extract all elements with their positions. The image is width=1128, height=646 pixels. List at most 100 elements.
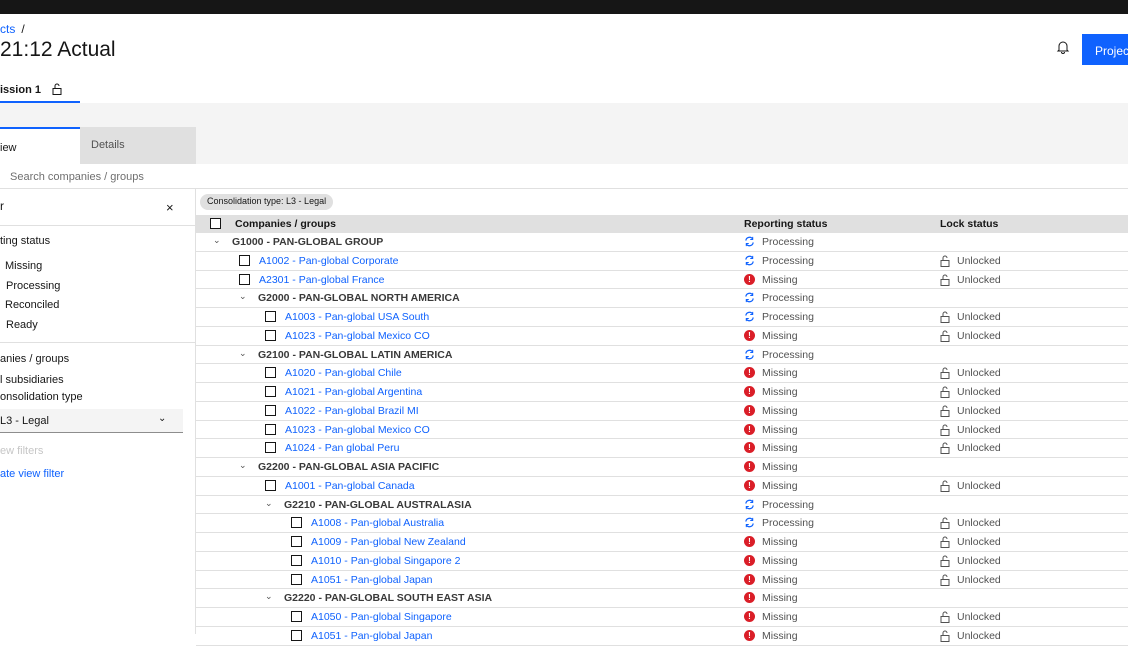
missing-icon: !: [744, 461, 755, 472]
table-row[interactable]: ⌄ G2000 - PAN-GLOBAL NORTH AMERICA Process…: [196, 289, 1128, 308]
group-label: G2200 - PAN-GLOBAL ASIA PACIFIC: [258, 461, 440, 473]
table-row[interactable]: ⌄ G2210 - PAN-GLOBAL AUSTRALASIA Processin…: [196, 496, 1128, 515]
close-icon[interactable]: ×: [166, 200, 174, 215]
row-checkbox[interactable]: [291, 517, 302, 529]
company-link[interactable]: A1022 - Pan-global Brazil MI: [285, 404, 419, 417]
table-row[interactable]: A2301 - Pan-global France! Missing Unlocke…: [196, 271, 1128, 290]
chevron-down-icon[interactable]: ⌄: [265, 591, 273, 602]
chevron-down-icon[interactable]: ⌄: [213, 235, 221, 245]
company-link[interactable]: A1051 - Pan-global Japan: [311, 573, 433, 586]
row-checkbox[interactable]: [291, 573, 302, 585]
row-checkbox[interactable]: [265, 404, 276, 416]
reporting-status: Processing: [762, 348, 814, 361]
column-reporting-status[interactable]: Reporting status: [744, 218, 828, 230]
tab-overview[interactable]: iew: [0, 127, 80, 164]
processing-icon: [745, 518, 754, 528]
tab-submission[interactable]: ission 1: [0, 80, 80, 103]
unlock-icon: [940, 480, 950, 492]
chevron-down-icon[interactable]: ⌄: [239, 291, 247, 302]
lock-status: Unlocked: [957, 311, 1001, 323]
company-link[interactable]: A1051 - Pan-global Japan: [311, 629, 433, 642]
row-checkbox[interactable]: [239, 273, 250, 285]
reporting-status: Missing: [762, 629, 798, 642]
table-row[interactable]: A1024 - Pan global Peru! Missing Unlocked: [196, 439, 1128, 458]
table-header: Companies / groups Reporting status Lock…: [196, 215, 1128, 233]
row-checkbox[interactable]: [265, 423, 276, 435]
company-link[interactable]: A1010 - Pan-global Singapore 2: [311, 554, 461, 567]
row-checkbox[interactable]: [265, 442, 276, 454]
create-view-filter-link[interactable]: ate view filter: [0, 468, 65, 480]
company-link[interactable]: A1020 - Pan-global Chile: [285, 367, 402, 380]
company-link[interactable]: A1023 - Pan-global Mexico CO: [285, 329, 430, 342]
table-row[interactable]: A1023 - Pan-global Mexico CO! Missing Unlo…: [196, 327, 1128, 346]
reporting-status: Missing: [762, 554, 798, 567]
table-row[interactable]: A1010 - Pan-global Singapore 2! Missing Un…: [196, 552, 1128, 571]
row-checkbox[interactable]: [291, 611, 302, 622]
chevron-down-icon[interactable]: ⌄: [239, 347, 247, 358]
table-row[interactable]: A1008 - Pan-global Australia Processing Un…: [196, 514, 1128, 533]
table-row[interactable]: A1021 - Pan-global Argentina! Missing Unlo…: [196, 383, 1128, 402]
unlock-icon: [940, 255, 950, 267]
filter-processing[interactable]: Processing: [6, 280, 61, 292]
table-row[interactable]: A1050 - Pan-global Singapore! Missing Unlo…: [196, 608, 1128, 627]
column-companies[interactable]: Companies / groups: [235, 218, 336, 230]
row-checkbox[interactable]: [265, 311, 276, 322]
table-row[interactable]: A1001 - Pan-global Canada! Missing Unlocke…: [196, 477, 1128, 496]
lock-status: Unlocked: [957, 386, 1001, 398]
row-checkbox[interactable]: [291, 536, 302, 547]
table-row[interactable]: A1020 - Pan-global Chile! Missing Unlocked: [196, 364, 1128, 383]
filter-missing[interactable]: Missing: [5, 260, 43, 272]
row-checkbox[interactable]: [265, 386, 276, 397]
consolidation-filter-tag[interactable]: Consolidation type: L3 - Legal: [200, 194, 334, 210]
company-link[interactable]: A1021 - Pan-global Argentina: [285, 386, 423, 398]
missing-icon: !: [744, 442, 755, 454]
row-checkbox[interactable]: [265, 479, 276, 491]
search-input[interactable]: Search companies / groups: [0, 164, 1128, 189]
company-link[interactable]: A2301 - Pan-global France: [259, 273, 385, 286]
company-link[interactable]: A1002 - Pan-global Corporate: [259, 254, 399, 267]
company-link[interactable]: A1023 - Pan-global Mexico CO: [285, 423, 430, 436]
all-subsidiaries-option[interactable]: l subsidiaries: [0, 374, 64, 386]
table-row[interactable]: ⌄ G2220 - PAN-GLOBAL SOUTH EAST ASIA! Miss…: [196, 589, 1128, 608]
company-link[interactable]: A1009 - Pan-global New Zealand: [311, 536, 466, 548]
tab-details[interactable]: Details: [80, 127, 196, 164]
select-all-checkbox[interactable]: [210, 218, 221, 229]
table-row[interactable]: A1009 - Pan-global New Zealand! Missing Un…: [196, 533, 1128, 552]
table-row[interactable]: ⌄ G2200 - PAN-GLOBAL ASIA PACIFIC! Missing: [196, 458, 1128, 477]
table-row[interactable]: A1023 - Pan-global Mexico CO! Missing Unlo…: [196, 421, 1128, 440]
row-checkbox[interactable]: [265, 329, 276, 341]
row-checkbox[interactable]: [291, 629, 302, 641]
company-link[interactable]: A1024 - Pan global Peru: [285, 442, 400, 455]
missing-icon: !: [744, 554, 755, 566]
company-link[interactable]: A1008 - Pan-global Australia: [311, 517, 445, 530]
company-link[interactable]: A1001 - Pan-global Canada: [285, 479, 415, 492]
table-row[interactable]: A1051 - Pan-global Japan! Missing Unlocked: [196, 571, 1128, 590]
breadcrumb-link[interactable]: cts: [0, 22, 16, 36]
row-checkbox[interactable]: [239, 254, 250, 266]
table-row[interactable]: ⌄ G2100 - PAN-GLOBAL LATIN AMERICA Process…: [196, 346, 1128, 365]
filter-reconciled[interactable]: Reconciled: [5, 299, 60, 311]
table-row[interactable]: ⌄ G1000 - PAN-GLOBAL GROUP Processing: [196, 233, 1128, 252]
lock-status: Unlocked: [957, 517, 1001, 530]
table-row[interactable]: A1002 - Pan-global Corporate Processing Un…: [196, 252, 1128, 271]
table-row[interactable]: A1022 - Pan-global Brazil MI! Missing Unlo…: [196, 402, 1128, 421]
table-row[interactable]: A1051 - Pan-global Japan! Missing Unlocked: [196, 627, 1128, 646]
row-checkbox[interactable]: [291, 554, 302, 566]
unlock-icon: [940, 386, 950, 398]
column-lock-status[interactable]: Lock status: [940, 218, 999, 230]
consolidation-type-select[interactable]: L3 - Legal ⌄: [0, 409, 183, 433]
company-link[interactable]: A1050 - Pan-global Singapore: [311, 611, 452, 623]
project-button[interactable]: Project: [1082, 34, 1128, 65]
table-row[interactable]: A1003 - Pan-global USA South Processing Un…: [196, 308, 1128, 327]
lock-status: Unlocked: [957, 423, 1001, 436]
chevron-down-icon[interactable]: ⌄: [265, 497, 273, 508]
chevron-down-icon[interactable]: ⌄: [239, 460, 247, 470]
filter-ready[interactable]: Ready: [6, 319, 38, 331]
missing-icon: !: [744, 273, 755, 285]
missing-icon: !: [744, 423, 755, 435]
row-checkbox[interactable]: [265, 367, 276, 379]
unlock-icon: [940, 630, 950, 642]
bell-icon[interactable]: [1056, 40, 1070, 54]
breadcrumb[interactable]: cts /: [0, 22, 25, 36]
company-link[interactable]: A1003 - Pan-global USA South: [285, 311, 430, 323]
